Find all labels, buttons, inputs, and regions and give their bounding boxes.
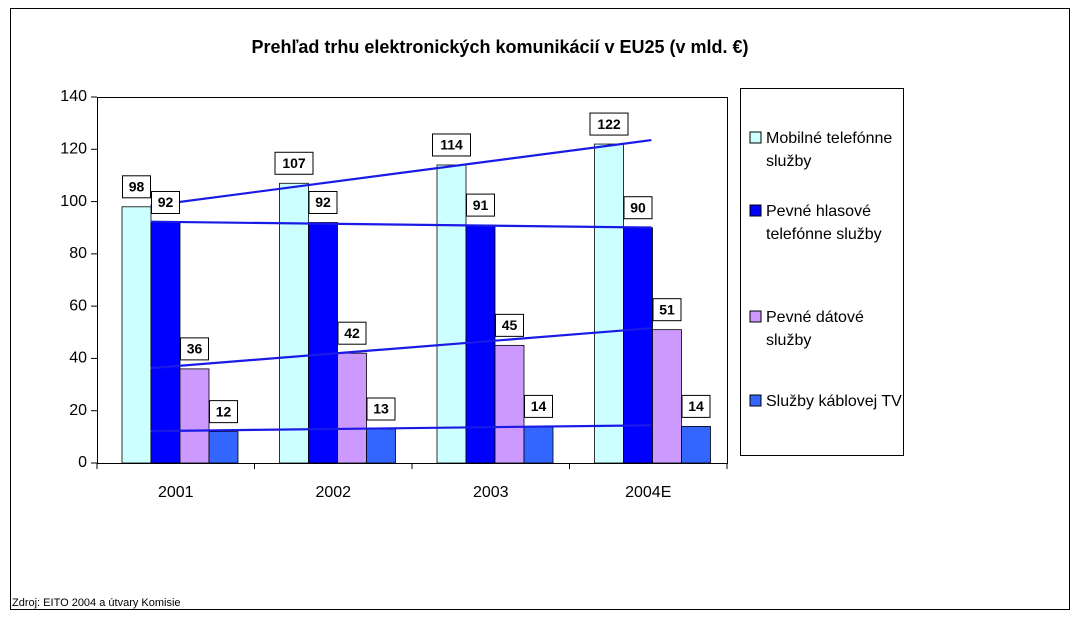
data-label: 13 (373, 401, 389, 417)
data-label: 42 (344, 325, 360, 341)
bar (337, 352, 367, 464)
y-tick-label: 0 (78, 454, 87, 471)
data-label-box (274, 151, 314, 175)
data-label-box (308, 190, 338, 214)
bar (179, 368, 210, 464)
data-label: 91 (473, 197, 489, 213)
data-label: 122 (597, 116, 621, 132)
legend-swatch (749, 310, 762, 323)
y-tick-label: 140 (60, 88, 87, 105)
data-label-box (681, 394, 711, 418)
data-label: 51 (659, 301, 675, 317)
data-label: 114 (440, 137, 463, 153)
legend-label: Pevné dátové služby (766, 309, 864, 349)
legend-swatch (749, 394, 762, 407)
chart-title: Prehľad trhu elektronických komunikácií … (251, 37, 748, 57)
x-tick-label: 2001 (158, 484, 194, 501)
data-label: 92 (158, 194, 174, 210)
data-label: 14 (531, 398, 547, 414)
data-label: 92 (315, 194, 331, 210)
legend-label: Mobilné telefónne služby (766, 130, 893, 170)
data-label-box (623, 196, 653, 220)
bar (652, 329, 682, 464)
bar (523, 425, 554, 464)
y-tick-label: 20 (69, 402, 87, 419)
trend-line (150, 327, 652, 370)
bar (494, 344, 525, 464)
trend-line (150, 138, 652, 207)
data-label-box (589, 112, 629, 136)
y-tick-label: 40 (69, 350, 87, 367)
legend-box (740, 88, 904, 456)
bar (623, 227, 653, 464)
data-label-box (122, 175, 151, 199)
data-label-box (366, 397, 396, 421)
data-label-box (652, 298, 682, 322)
y-tick-label: 60 (69, 297, 87, 314)
bar (208, 431, 239, 464)
data-label: 12 (216, 403, 232, 419)
legend-label: Služby káblovej TV (766, 393, 902, 410)
bar (366, 428, 396, 464)
bar (150, 222, 181, 464)
data-label: 36 (187, 341, 203, 357)
bar (436, 164, 467, 464)
source-note: Zdroj: EITO 2004 a útvary Komisie (12, 597, 181, 609)
bar (594, 143, 624, 464)
legend-label: Pevné hlasové telefónne služby (766, 203, 882, 243)
legend-swatch (749, 204, 762, 217)
y-tick-label: 100 (60, 193, 87, 210)
x-tick-label: 2003 (473, 484, 509, 501)
data-label: 45 (502, 317, 518, 333)
data-label-box (466, 193, 495, 217)
bar (121, 206, 152, 464)
data-label-box (432, 133, 471, 157)
x-tick-label: 2002 (315, 484, 351, 501)
data-label: 107 (282, 155, 306, 171)
x-tick-label: 2004E (625, 484, 671, 501)
trend-line (150, 220, 652, 229)
y-tick-label: 80 (69, 245, 87, 262)
data-label-box (495, 313, 524, 337)
data-label: 90 (630, 199, 646, 215)
data-label-box (180, 337, 209, 361)
y-tick-label: 120 (60, 141, 87, 158)
trend-line (150, 424, 652, 433)
bar (308, 222, 338, 464)
data-label-box (151, 190, 180, 214)
data-label: 98 (129, 179, 145, 195)
frame (10, 8, 1070, 610)
data-label-box (209, 400, 238, 424)
bar (681, 425, 711, 464)
data-label: 14 (688, 398, 704, 414)
legend-swatch (749, 131, 762, 144)
bar (279, 182, 309, 464)
data-label-box (337, 321, 367, 345)
data-label-box (524, 394, 553, 418)
